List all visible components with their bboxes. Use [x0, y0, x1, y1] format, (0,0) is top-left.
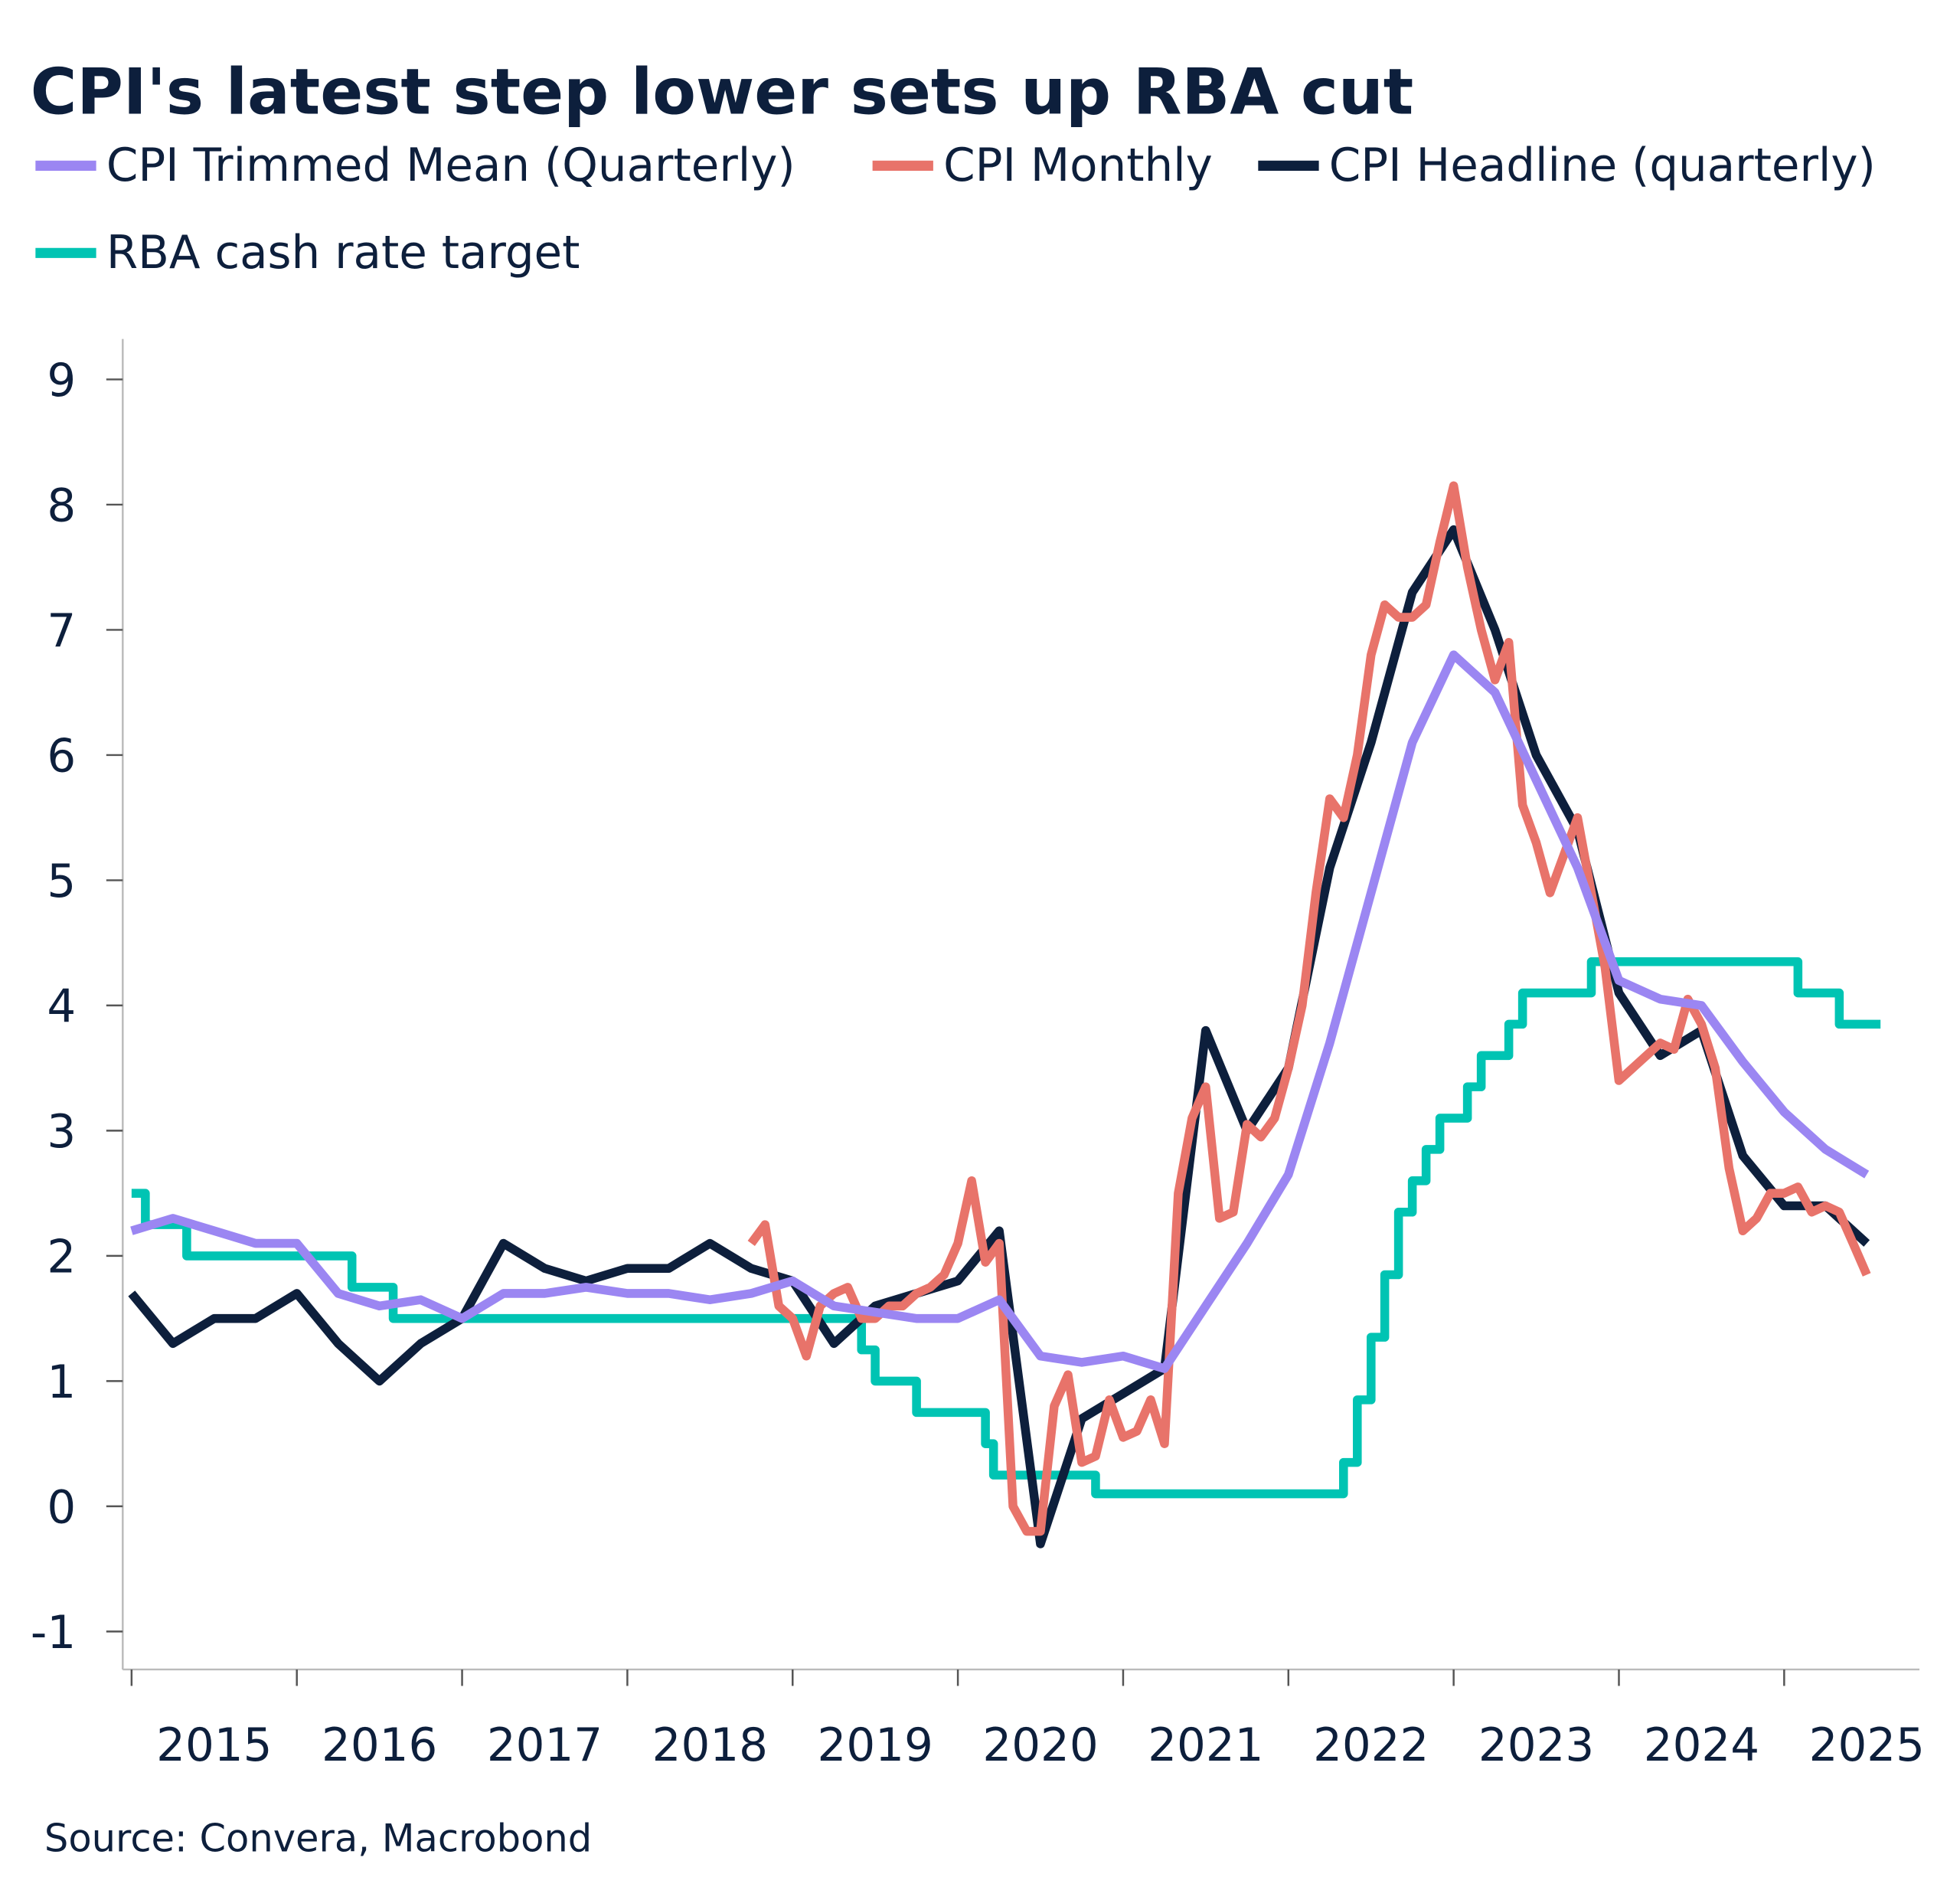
series-line-3	[131, 957, 1881, 1499]
y-tick-label: 5	[47, 855, 76, 908]
series-line-0	[130, 650, 1870, 1373]
y-tick-label: 3	[47, 1106, 76, 1159]
y-tick-label: 4	[47, 980, 76, 1033]
y-tick-label: 8	[47, 479, 76, 532]
x-tick-label: 2024	[1644, 1719, 1759, 1772]
y-tick-label: 1	[47, 1356, 76, 1409]
y-tick-label: 2	[47, 1231, 76, 1284]
y-tick-label: -1	[31, 1607, 76, 1660]
source-note: Source: Convera, Macrobond	[44, 1817, 592, 1861]
y-tick-label: 7	[47, 605, 76, 658]
y-tick-label: 6	[47, 730, 76, 783]
x-tick-label: 2018	[652, 1719, 768, 1772]
x-tick-label: 2025	[1809, 1719, 1925, 1772]
legend-label: CPI Headline (quarterly)	[1329, 139, 1876, 192]
series-lines	[128, 481, 1881, 1549]
x-tick-label: 2016	[322, 1719, 437, 1772]
chart-title: CPI's latest step lower sets up RBA cut	[31, 56, 1413, 129]
series-line-2	[128, 525, 1870, 1549]
x-tick-label: 2020	[982, 1719, 1098, 1772]
series-line-1	[747, 481, 1871, 1536]
y-tick-label: 0	[47, 1481, 76, 1534]
x-tick-label: 2019	[818, 1719, 933, 1772]
x-tick-label: 2023	[1478, 1719, 1594, 1772]
legend: CPI Trimmed Mean (Quarterly) CPI Monthly C…	[35, 139, 1876, 280]
legend-label: RBA cash rate target	[106, 227, 580, 280]
axes: 9 8 7 6 5 4 3 2 1 0 -1 2015 2016 2017 2018 2019 2020 2021…	[31, 338, 1925, 1772]
x-tick-label: 2017	[487, 1719, 603, 1772]
x-tick-label: 2015	[156, 1719, 272, 1772]
y-tick-label: 9	[47, 355, 76, 407]
x-tick-label: 2021	[1148, 1719, 1263, 1772]
x-tick-label: 2022	[1313, 1719, 1429, 1772]
legend-label: CPI Monthly	[943, 139, 1213, 192]
legend-label: CPI Trimmed Mean (Quarterly)	[106, 139, 795, 192]
